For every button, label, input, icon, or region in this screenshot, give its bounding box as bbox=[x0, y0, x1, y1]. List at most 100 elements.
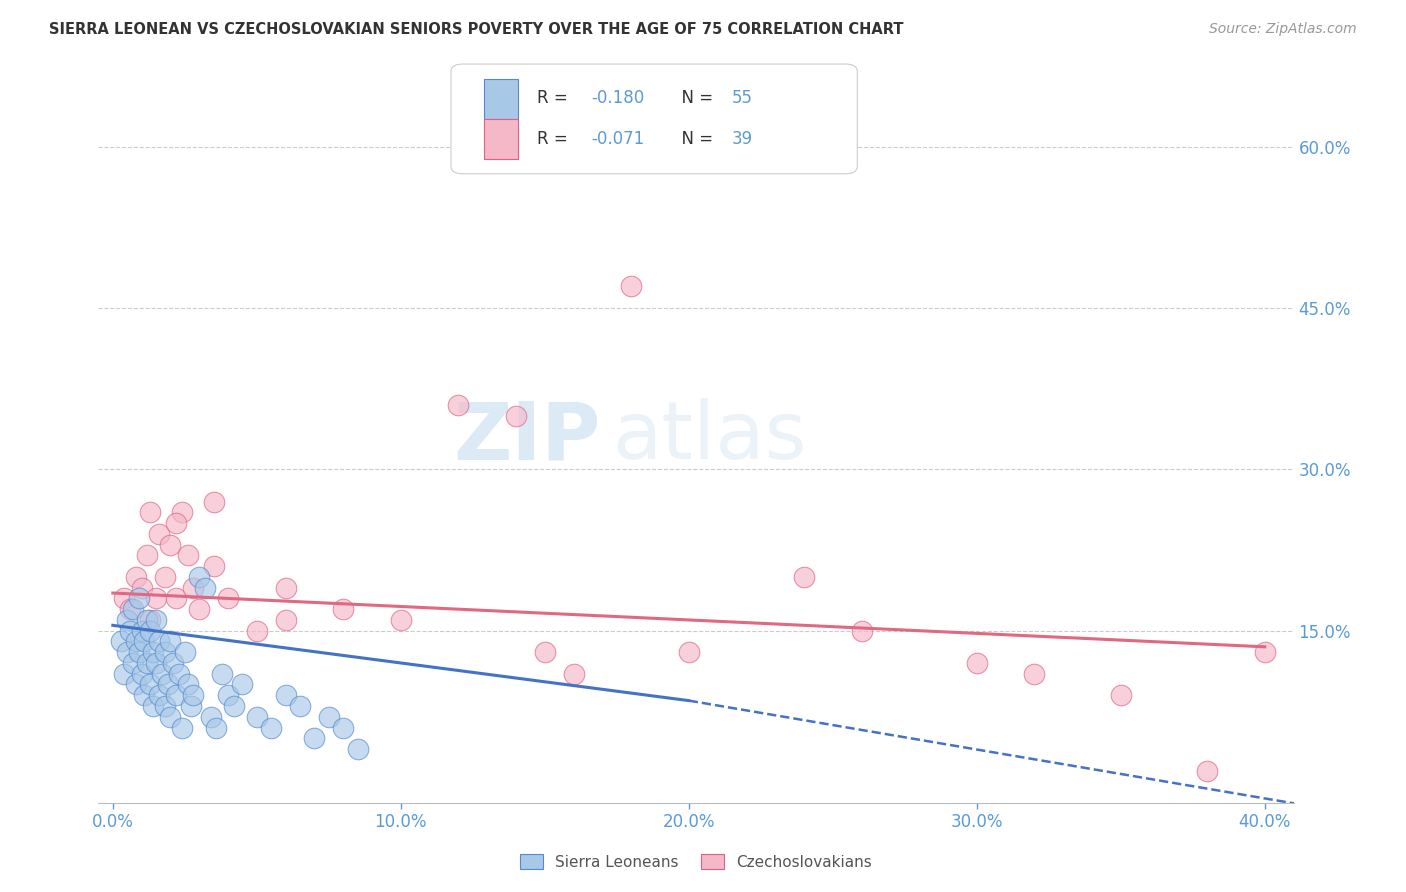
Point bbox=[211, 666, 233, 681]
Text: Source: ZipAtlas.com: Source: ZipAtlas.com bbox=[1209, 22, 1357, 37]
Point bbox=[136, 613, 159, 627]
Point bbox=[188, 570, 211, 584]
Point bbox=[851, 624, 873, 638]
Point bbox=[793, 570, 815, 584]
Point bbox=[139, 613, 162, 627]
Point bbox=[120, 624, 142, 638]
Point bbox=[505, 409, 527, 423]
Point bbox=[159, 538, 181, 552]
Point bbox=[205, 721, 228, 735]
Point bbox=[128, 591, 150, 606]
Point bbox=[159, 710, 181, 724]
Text: -0.071: -0.071 bbox=[591, 129, 644, 148]
Point bbox=[183, 581, 205, 595]
Point bbox=[131, 581, 153, 595]
Point bbox=[200, 710, 222, 724]
Point bbox=[139, 624, 162, 638]
Point bbox=[562, 666, 585, 681]
Point bbox=[217, 688, 239, 702]
Point bbox=[153, 645, 176, 659]
Point bbox=[533, 645, 555, 659]
Point bbox=[735, 128, 758, 143]
FancyBboxPatch shape bbox=[451, 64, 858, 174]
Point bbox=[620, 279, 643, 293]
Point bbox=[148, 527, 170, 541]
Point bbox=[246, 624, 269, 638]
Text: SIERRA LEONEAN VS CZECHOSLOVAKIAN SENIORS POVERTY OVER THE AGE OF 75 CORRELATION: SIERRA LEONEAN VS CZECHOSLOVAKIAN SENIOR… bbox=[49, 22, 904, 37]
Point bbox=[165, 516, 187, 530]
Point bbox=[125, 677, 148, 691]
Point bbox=[162, 656, 184, 670]
Point bbox=[112, 666, 135, 681]
Point bbox=[260, 721, 283, 735]
Point bbox=[274, 613, 297, 627]
Point bbox=[176, 677, 198, 691]
Point bbox=[188, 602, 211, 616]
Point bbox=[134, 688, 156, 702]
Legend: Sierra Leoneans, Czechoslovakians: Sierra Leoneans, Czechoslovakians bbox=[513, 847, 879, 876]
Point bbox=[1197, 764, 1219, 778]
Point bbox=[231, 677, 253, 691]
FancyBboxPatch shape bbox=[485, 119, 517, 159]
Text: R =: R = bbox=[537, 129, 574, 148]
Text: R =: R = bbox=[537, 89, 574, 107]
Point bbox=[288, 698, 311, 713]
Point bbox=[156, 677, 179, 691]
Text: -0.180: -0.180 bbox=[591, 89, 644, 107]
Point bbox=[222, 698, 245, 713]
Text: 55: 55 bbox=[733, 89, 752, 107]
Point bbox=[115, 613, 138, 627]
Point bbox=[304, 731, 326, 746]
Point bbox=[131, 666, 153, 681]
Point bbox=[173, 645, 195, 659]
Text: N =: N = bbox=[671, 89, 718, 107]
Point bbox=[153, 698, 176, 713]
Point bbox=[139, 505, 162, 519]
Point bbox=[966, 656, 988, 670]
Point bbox=[148, 688, 170, 702]
Point bbox=[332, 602, 354, 616]
Point bbox=[246, 710, 269, 724]
Point bbox=[318, 710, 340, 724]
Point bbox=[128, 645, 150, 659]
Point bbox=[389, 613, 412, 627]
Point bbox=[120, 602, 142, 616]
Point bbox=[1024, 666, 1046, 681]
Point bbox=[217, 591, 239, 606]
Point bbox=[136, 549, 159, 563]
Point bbox=[170, 505, 193, 519]
Point bbox=[142, 645, 165, 659]
Point bbox=[346, 742, 368, 756]
Point bbox=[194, 581, 217, 595]
Point bbox=[447, 398, 470, 412]
Point bbox=[112, 591, 135, 606]
Point bbox=[115, 645, 138, 659]
Point bbox=[134, 634, 156, 648]
Point bbox=[159, 634, 181, 648]
Point bbox=[183, 688, 205, 702]
Point bbox=[125, 570, 148, 584]
Text: 39: 39 bbox=[733, 129, 754, 148]
Point bbox=[148, 634, 170, 648]
Point bbox=[167, 666, 190, 681]
Point bbox=[202, 494, 225, 508]
Point bbox=[274, 688, 297, 702]
Point bbox=[110, 634, 132, 648]
Point bbox=[139, 677, 162, 691]
Point bbox=[180, 698, 202, 713]
Text: ZIP: ZIP bbox=[453, 398, 600, 476]
Point bbox=[131, 624, 153, 638]
Point bbox=[145, 591, 167, 606]
Point bbox=[122, 602, 145, 616]
Point bbox=[170, 721, 193, 735]
Point bbox=[678, 645, 700, 659]
Point bbox=[136, 656, 159, 670]
Point bbox=[1109, 688, 1132, 702]
Point bbox=[153, 570, 176, 584]
FancyBboxPatch shape bbox=[485, 78, 517, 119]
Point bbox=[274, 581, 297, 595]
Point bbox=[165, 591, 187, 606]
Point bbox=[122, 656, 145, 670]
Point bbox=[332, 721, 354, 735]
Point bbox=[202, 559, 225, 574]
